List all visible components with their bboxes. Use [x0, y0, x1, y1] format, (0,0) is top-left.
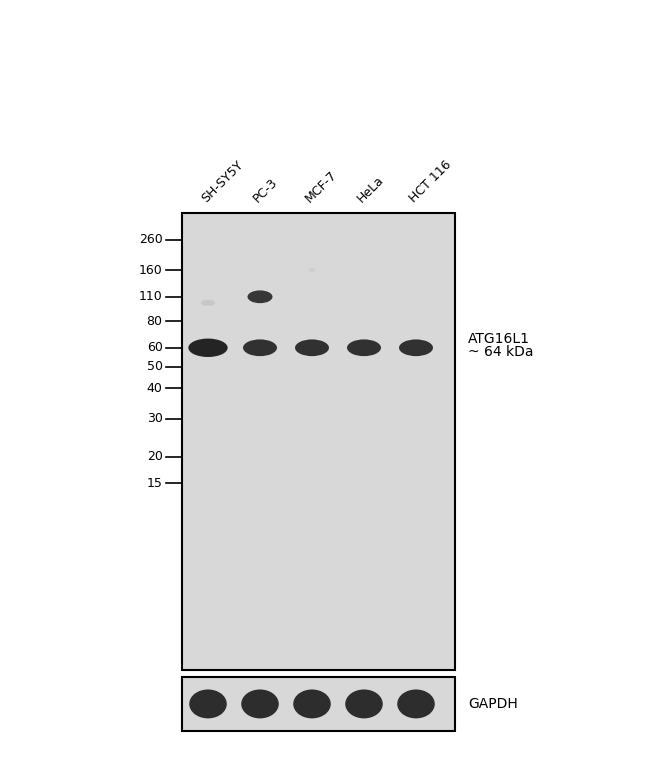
Text: 40: 40	[147, 381, 162, 395]
Text: 50: 50	[146, 360, 162, 374]
Text: MCF-7: MCF-7	[303, 169, 340, 205]
Ellipse shape	[241, 689, 279, 718]
Text: 80: 80	[146, 314, 162, 328]
Text: ~ 64 kDa: ~ 64 kDa	[468, 345, 534, 359]
Ellipse shape	[248, 291, 272, 303]
Text: 30: 30	[147, 412, 162, 425]
Text: 110: 110	[138, 290, 162, 304]
Text: 260: 260	[138, 233, 162, 247]
Ellipse shape	[201, 300, 215, 306]
Text: PC-3: PC-3	[251, 176, 280, 205]
Ellipse shape	[243, 339, 277, 356]
Text: 60: 60	[147, 341, 162, 355]
Text: 15: 15	[147, 476, 162, 490]
Ellipse shape	[345, 689, 383, 718]
Text: GAPDH: GAPDH	[468, 697, 518, 711]
Text: 20: 20	[147, 450, 162, 463]
Ellipse shape	[397, 689, 435, 718]
Text: HeLa: HeLa	[355, 174, 387, 205]
Bar	[182, 213, 455, 670]
Ellipse shape	[293, 689, 331, 718]
Ellipse shape	[308, 268, 316, 272]
Text: 160: 160	[138, 263, 162, 277]
Text: HCT 116: HCT 116	[407, 158, 454, 205]
Ellipse shape	[295, 339, 329, 356]
Bar	[182, 677, 455, 731]
Ellipse shape	[399, 339, 433, 356]
Ellipse shape	[188, 339, 228, 357]
Ellipse shape	[189, 689, 227, 718]
Text: SH-SY5Y: SH-SY5Y	[199, 159, 246, 205]
Ellipse shape	[347, 339, 381, 356]
Text: ATG16L1: ATG16L1	[468, 332, 530, 345]
